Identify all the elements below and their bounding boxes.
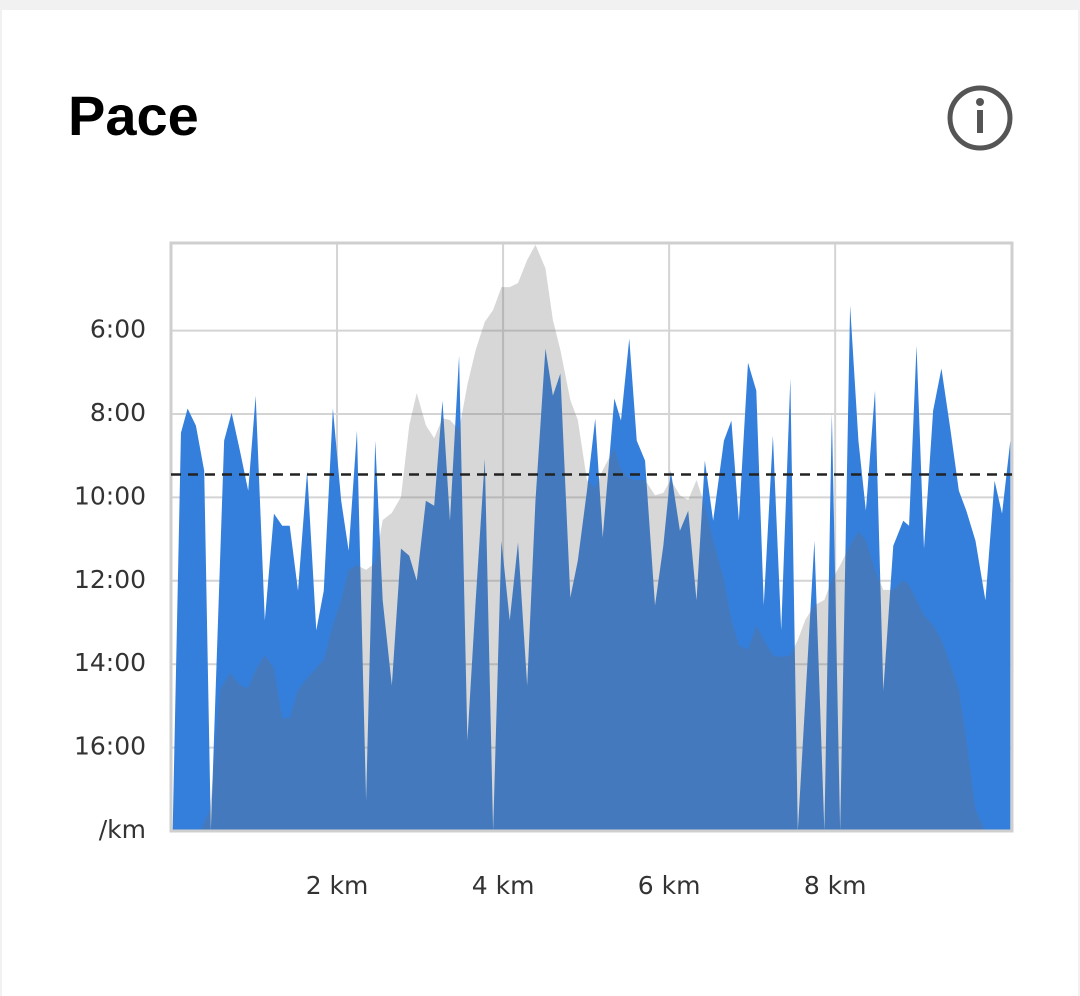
- x-tick-label: 8 km: [804, 871, 867, 900]
- y-tick-label: /km: [99, 815, 146, 844]
- pace-area: [172, 305, 1011, 831]
- y-tick-label: 12:00: [74, 565, 146, 594]
- y-tick-label: 8:00: [90, 398, 146, 427]
- y-tick-label: 16:00: [74, 732, 146, 761]
- info-stem[interactable]: [977, 110, 983, 133]
- x-tick-label: 4 km: [472, 871, 535, 900]
- info-dot[interactable]: [976, 98, 984, 106]
- info-circle[interactable]: [947, 85, 1013, 151]
- info-button[interactable]: [947, 85, 1013, 151]
- y-tick-label: 6:00: [90, 315, 146, 344]
- y-tick-label: 10:00: [74, 481, 146, 510]
- chart-title: Pace: [68, 84, 199, 147]
- x-tick-label: 6 km: [638, 871, 701, 900]
- y-tick-label: 14:00: [74, 648, 146, 677]
- pace-area: [172, 244, 1011, 831]
- x-tick-label: 2 km: [306, 871, 369, 900]
- plot-frame: [169, 241, 1014, 833]
